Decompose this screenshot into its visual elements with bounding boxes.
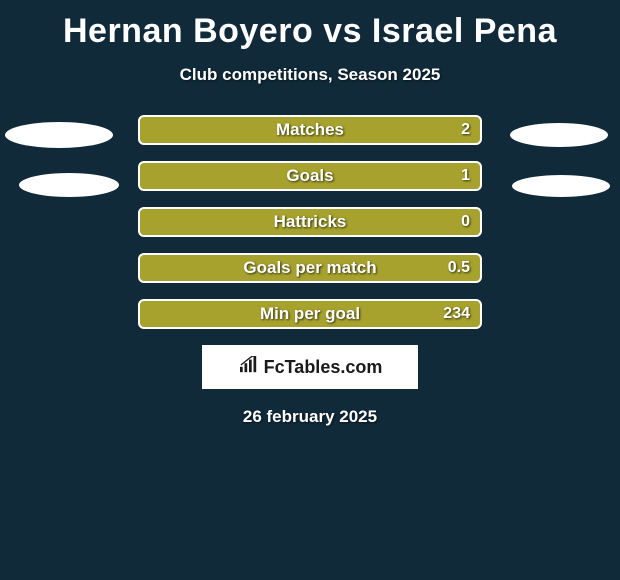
bar-value: 1 [461, 167, 470, 185]
logo-box: FcTables.com [202, 345, 418, 389]
bar-row: Goals per match 0.5 [138, 253, 482, 283]
chart-area: Matches 2 Goals 1 Hattricks 0 Goals per … [0, 115, 620, 329]
logo-content: FcTables.com [238, 356, 383, 379]
bar-value: 0 [461, 213, 470, 231]
bar-value: 2 [461, 121, 470, 139]
ellipse-left-2 [19, 173, 119, 197]
ellipse-left-1 [5, 122, 113, 148]
bar-label: Hattricks [274, 212, 347, 232]
bar-label: Matches [276, 120, 344, 140]
bar-label: Goals [286, 166, 333, 186]
bar-row: Matches 2 [138, 115, 482, 145]
ellipse-right-2 [512, 175, 610, 197]
bar-row: Hattricks 0 [138, 207, 482, 237]
bar-label: Goals per match [243, 258, 376, 278]
bar-row: Goals 1 [138, 161, 482, 191]
page-title: Hernan Boyero vs Israel Pena [0, 0, 620, 51]
bar-value: 0.5 [448, 259, 470, 277]
chart-icon [238, 356, 260, 379]
bar-row: Min per goal 234 [138, 299, 482, 329]
bars-container: Matches 2 Goals 1 Hattricks 0 Goals per … [138, 115, 482, 329]
bar-value: 234 [443, 305, 470, 323]
logo-text: FcTables.com [264, 357, 383, 378]
ellipse-right-1 [510, 123, 608, 147]
bar-label: Min per goal [260, 304, 360, 324]
page-subtitle: Club competitions, Season 2025 [0, 65, 620, 85]
footer-date: 26 february 2025 [0, 407, 620, 427]
